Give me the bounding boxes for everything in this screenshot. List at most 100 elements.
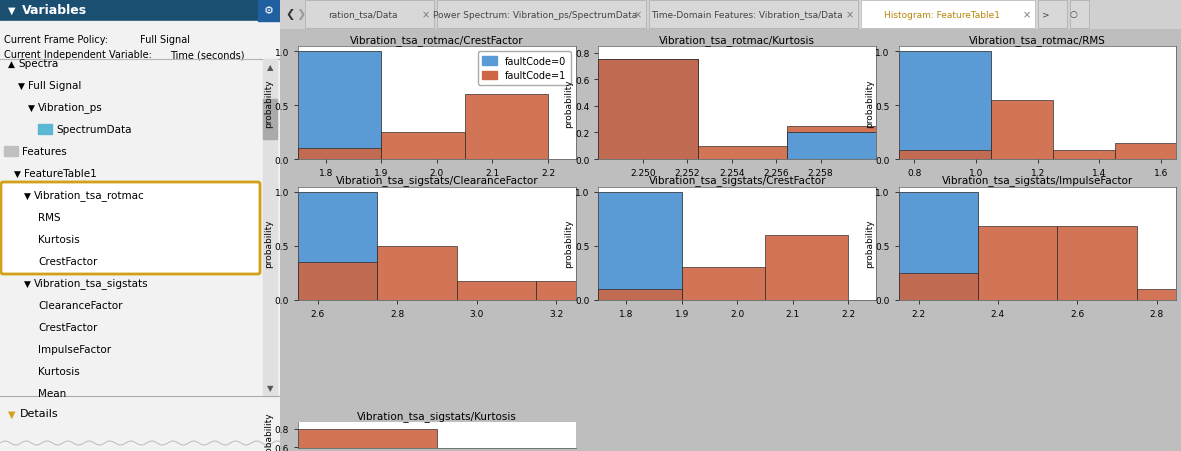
- Text: ▼: ▼: [24, 191, 31, 200]
- Text: Features: Features: [22, 147, 67, 156]
- Text: Variables: Variables: [22, 5, 87, 18]
- Bar: [298, 149, 381, 160]
- Bar: [1038, 1, 1066, 29]
- Bar: [681, 268, 765, 300]
- Text: ▲: ▲: [8, 60, 15, 69]
- Bar: [650, 1, 859, 29]
- Text: Vibration_tsa_rotmac: Vibration_tsa_rotmac: [34, 190, 145, 201]
- Bar: [38, 125, 52, 135]
- Bar: [457, 282, 536, 300]
- Bar: [263, 60, 278, 396]
- Text: ▲: ▲: [267, 63, 273, 72]
- Bar: [0, 0, 280, 22]
- Bar: [263, 100, 278, 140]
- Y-axis label: probability: probability: [265, 219, 273, 268]
- Text: Power Spectrum: Vibration_ps/SpectrumData: Power Spectrum: Vibration_ps/SpectrumDat…: [433, 10, 637, 19]
- Title: Vibration_tsa_sigstats/Kurtosis: Vibration_tsa_sigstats/Kurtosis: [357, 410, 517, 421]
- Text: ClearanceFactor: ClearanceFactor: [38, 300, 123, 310]
- Text: FeatureTable1: FeatureTable1: [24, 169, 97, 179]
- Bar: [599, 60, 698, 160]
- Bar: [1070, 1, 1089, 29]
- Bar: [305, 1, 433, 29]
- Bar: [298, 262, 378, 300]
- Text: Details: Details: [20, 409, 59, 419]
- Bar: [599, 60, 698, 160]
- Bar: [1038, 1, 1066, 29]
- Text: ▼: ▼: [18, 81, 25, 90]
- Bar: [536, 282, 615, 300]
- Bar: [257, 0, 280, 22]
- FancyBboxPatch shape: [1, 183, 260, 274]
- Title: Vibration_tsa_sigstats/ImpulseFactor: Vibration_tsa_sigstats/ImpulseFactor: [942, 175, 1134, 186]
- Bar: [899, 193, 978, 300]
- Bar: [899, 273, 978, 300]
- Bar: [0, 22, 280, 59]
- Bar: [1115, 143, 1176, 160]
- Bar: [305, 1, 433, 29]
- Text: Full Signal: Full Signal: [141, 35, 190, 45]
- Text: ❯: ❯: [296, 9, 306, 20]
- Text: ration_tsa/Data: ration_tsa/Data: [328, 10, 398, 19]
- Bar: [378, 246, 457, 300]
- Bar: [899, 151, 991, 160]
- Text: ❮: ❮: [285, 9, 294, 20]
- Legend: faultCode=0, faultCode=1: faultCode=0, faultCode=1: [477, 51, 570, 86]
- Bar: [1057, 227, 1137, 300]
- Text: ▼: ▼: [267, 384, 273, 393]
- Bar: [1070, 1, 1089, 29]
- Bar: [861, 1, 1035, 29]
- Bar: [788, 133, 876, 160]
- Bar: [861, 1, 1035, 29]
- Text: CrestFactor: CrestFactor: [38, 257, 97, 267]
- Bar: [0, 396, 280, 451]
- Text: Spectra: Spectra: [18, 59, 58, 69]
- Text: Time (seconds): Time (seconds): [170, 50, 244, 60]
- Bar: [1137, 290, 1181, 300]
- Text: ×: ×: [846, 10, 854, 20]
- Text: ×: ×: [1023, 10, 1031, 20]
- Y-axis label: probability: probability: [864, 79, 874, 128]
- Text: ×: ×: [422, 10, 430, 20]
- Text: ▼: ▼: [28, 103, 35, 112]
- Bar: [1053, 151, 1115, 160]
- Text: Histogram: FeatureTable1: Histogram: FeatureTable1: [883, 10, 999, 19]
- Text: >: >: [1042, 10, 1050, 19]
- Bar: [437, 1, 646, 29]
- Text: SpectrumData: SpectrumData: [56, 125, 131, 135]
- Text: ×: ×: [634, 10, 642, 20]
- Text: ImpulseFactor: ImpulseFactor: [38, 344, 111, 354]
- Title: Vibration_tsa_rotmac/Kurtosis: Vibration_tsa_rotmac/Kurtosis: [659, 35, 815, 46]
- Bar: [381, 133, 464, 160]
- Bar: [4, 147, 18, 156]
- Y-axis label: probability: probability: [565, 219, 574, 268]
- Bar: [464, 95, 548, 160]
- Bar: [650, 1, 859, 29]
- Text: Current Independent Variable:: Current Independent Variable:: [4, 50, 152, 60]
- Text: Vibration_tsa_sigstats: Vibration_tsa_sigstats: [34, 278, 149, 289]
- Bar: [298, 429, 437, 451]
- Title: Vibration_tsa_sigstats/ClearanceFactor: Vibration_tsa_sigstats/ClearanceFactor: [335, 175, 539, 186]
- Text: ▼: ▼: [8, 409, 15, 419]
- Title: Vibration_tsa_rotmac/CrestFactor: Vibration_tsa_rotmac/CrestFactor: [350, 35, 523, 46]
- Text: ▼: ▼: [8, 6, 15, 16]
- Bar: [437, 1, 646, 29]
- Bar: [698, 147, 788, 160]
- Y-axis label: probability: probability: [265, 79, 273, 128]
- Text: Vibration_ps: Vibration_ps: [38, 102, 103, 113]
- Text: RMS: RMS: [38, 212, 60, 222]
- Y-axis label: probability: probability: [565, 79, 574, 128]
- Text: Mean: Mean: [38, 388, 66, 398]
- Bar: [599, 193, 681, 300]
- Y-axis label: probability: probability: [265, 411, 273, 451]
- Text: ⚙: ⚙: [265, 6, 274, 16]
- Text: ▼: ▼: [24, 279, 31, 288]
- Bar: [599, 290, 681, 300]
- Bar: [978, 227, 1057, 300]
- Text: Full Signal: Full Signal: [28, 81, 81, 91]
- Text: CrestFactor: CrestFactor: [38, 322, 97, 332]
- Text: ▼: ▼: [14, 169, 21, 178]
- Bar: [991, 101, 1053, 160]
- Bar: [788, 127, 876, 160]
- Title: Vibration_tsa_rotmac/RMS: Vibration_tsa_rotmac/RMS: [970, 35, 1107, 46]
- Text: Kurtosis: Kurtosis: [38, 235, 80, 244]
